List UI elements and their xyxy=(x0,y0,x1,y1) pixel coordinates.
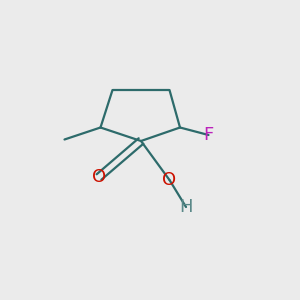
Text: O: O xyxy=(92,168,106,186)
Text: O: O xyxy=(162,171,177,189)
Text: H: H xyxy=(179,198,193,216)
Text: F: F xyxy=(203,126,214,144)
